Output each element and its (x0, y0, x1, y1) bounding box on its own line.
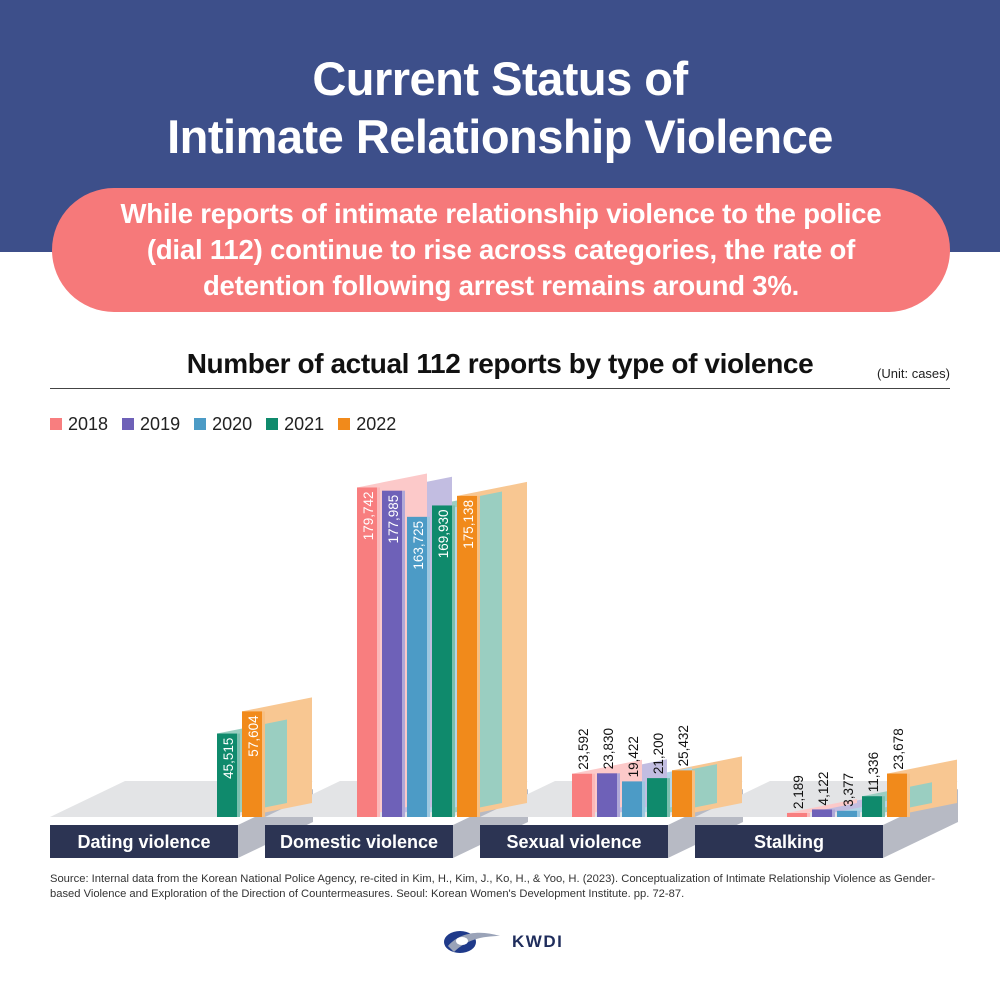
bar (432, 505, 452, 817)
bar-edge (237, 733, 240, 817)
legend-swatch (338, 418, 351, 430)
bar-value-label: 19,422 (626, 736, 641, 777)
legend-item: 2018 (50, 414, 108, 435)
category-label-box (480, 825, 668, 858)
bar-value-label: 57,604 (246, 715, 261, 757)
page-title: Current Status of Intimate Relationship … (0, 50, 1000, 166)
bar-edge (907, 773, 910, 817)
bar (407, 516, 427, 817)
kwdi-logo-icon (444, 931, 500, 953)
bar (597, 773, 617, 817)
title-divider (50, 388, 950, 389)
legend-label: 2021 (284, 413, 325, 434)
bar (242, 711, 262, 817)
bar-edge (427, 516, 430, 817)
bar-value-label: 3,377 (841, 773, 856, 807)
bar (862, 796, 882, 817)
bar-value-label: 163,725 (411, 521, 426, 570)
bar (572, 773, 592, 817)
bar (357, 487, 377, 817)
bar-shadow (787, 798, 857, 817)
subtitle-text: While reports of intimate relationship v… (120, 198, 882, 301)
unit-label: (Unit: cases) (877, 366, 950, 381)
legend-label: 2018 (68, 413, 109, 434)
bar (647, 778, 667, 817)
bar-value-label: 23,678 (891, 728, 906, 769)
bar-value-label: 23,830 (601, 728, 616, 769)
legend-item: 2020 (194, 414, 252, 435)
bar (787, 812, 807, 817)
legend-swatch (50, 418, 62, 430)
legend: 2018 2019 2020 2021 2022 (50, 413, 396, 435)
bar-edge (262, 711, 265, 817)
category-label-box (50, 825, 238, 858)
bar-edge (692, 770, 695, 817)
bar-edge (807, 812, 810, 817)
bar-value-label: 23,592 (576, 728, 591, 769)
bar-edge (667, 778, 670, 817)
source-note: Source: Internal data from the Korean Na… (50, 873, 936, 900)
bar-value-label: 45,515 (221, 738, 236, 779)
legend-label: 2022 (356, 413, 397, 434)
bar (837, 810, 857, 817)
legend-label: 2020 (212, 413, 253, 434)
bar-value-label: 4,122 (816, 772, 831, 806)
bar (812, 809, 832, 817)
bar-edge (832, 809, 835, 817)
bar-edge (857, 810, 860, 817)
category-label-box (265, 825, 453, 858)
bar (672, 770, 692, 817)
bar (887, 773, 907, 817)
bar-edge (452, 505, 455, 817)
legend-swatch (122, 418, 135, 430)
legend-label: 2019 (140, 413, 181, 434)
logo-text: KWDI (512, 932, 564, 951)
legend-item: 2022 (338, 414, 396, 435)
legend-swatch (194, 418, 207, 430)
legend-item: 2019 (122, 414, 180, 435)
bar-value-label: 11,336 (866, 752, 881, 792)
bar (382, 490, 402, 817)
bar-edge (617, 773, 620, 817)
chart-title: Number of actual 112 reports by type of … (186, 348, 814, 379)
kwdi-logo: KWDI (440, 926, 563, 958)
category-label-box (695, 825, 883, 858)
bar (622, 781, 642, 817)
category-label: Domestic violence (280, 832, 438, 852)
legend-item: 2021 (266, 414, 324, 435)
category-label: Dating violence (77, 832, 210, 852)
bar-edge (477, 495, 480, 817)
bar (457, 495, 477, 817)
bar-value-label: 175,138 (461, 500, 476, 549)
bar-value-label: 25,432 (676, 725, 691, 766)
bar-edge (882, 796, 885, 817)
subtitle-banner: While reports of intimate relationship v… (52, 188, 950, 312)
bar-value-label: 177,985 (386, 495, 401, 544)
bar-value-label: 169,930 (436, 509, 451, 558)
category-label: Sexual violence (506, 832, 641, 852)
bar-edge (642, 781, 645, 817)
legend-swatch (266, 418, 279, 430)
bar-value-label: 179,742 (361, 491, 376, 540)
bar-edge (402, 490, 405, 817)
category-label: Stalking (754, 832, 824, 852)
bar-value-label: 2,189 (791, 775, 806, 809)
bar-edge (592, 773, 595, 817)
bar (217, 733, 237, 817)
bar-value-label: 21,200 (651, 733, 666, 774)
page-title-line2: Intimate Relationship Violence (167, 110, 833, 163)
bar-edge (377, 487, 380, 817)
page-title-line1: Current Status of (312, 52, 688, 105)
